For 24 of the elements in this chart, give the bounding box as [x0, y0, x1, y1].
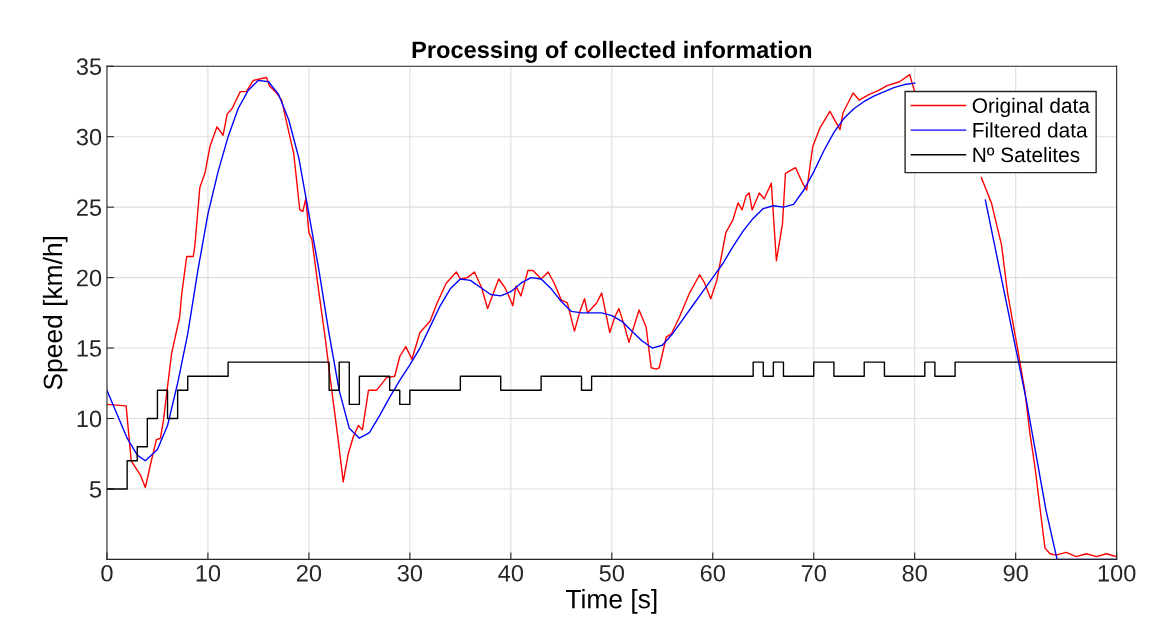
legend-label: Nº Satelites	[973, 146, 1080, 163]
y-tick-label: 35	[76, 58, 102, 76]
legend-label: Original data	[972, 97, 1090, 118]
y-tick-label: 25	[77, 199, 102, 216]
x-tick-label: 90	[1003, 564, 1028, 582]
x-tick-label: 100	[1098, 564, 1136, 582]
x-tick-label: 70	[801, 564, 826, 582]
y-tick-label: 10	[77, 410, 102, 428]
x-tick-label: 60	[700, 564, 725, 582]
x-tick-label: 80	[902, 564, 927, 582]
legend-label: Filtered data	[973, 122, 1088, 138]
x-tick-label: 50	[599, 564, 625, 582]
chart-title: Processing of collected information	[412, 40, 812, 63]
y-tick-label: 20	[77, 269, 102, 287]
x-tick-label: 0	[101, 564, 113, 582]
x-tick-label: 10	[196, 564, 221, 582]
x-tick-label: 40	[498, 564, 524, 582]
x-axis-title: Time [s]	[565, 589, 657, 614]
x-tick-label: 20	[296, 564, 322, 582]
y-axis-title: Speed [km/h]	[42, 236, 68, 390]
y-tick-label: 5	[89, 481, 102, 498]
y-tick-label: 30	[76, 128, 102, 146]
y-tick-label: 15	[77, 340, 102, 357]
x-tick-label: 30	[397, 564, 423, 582]
